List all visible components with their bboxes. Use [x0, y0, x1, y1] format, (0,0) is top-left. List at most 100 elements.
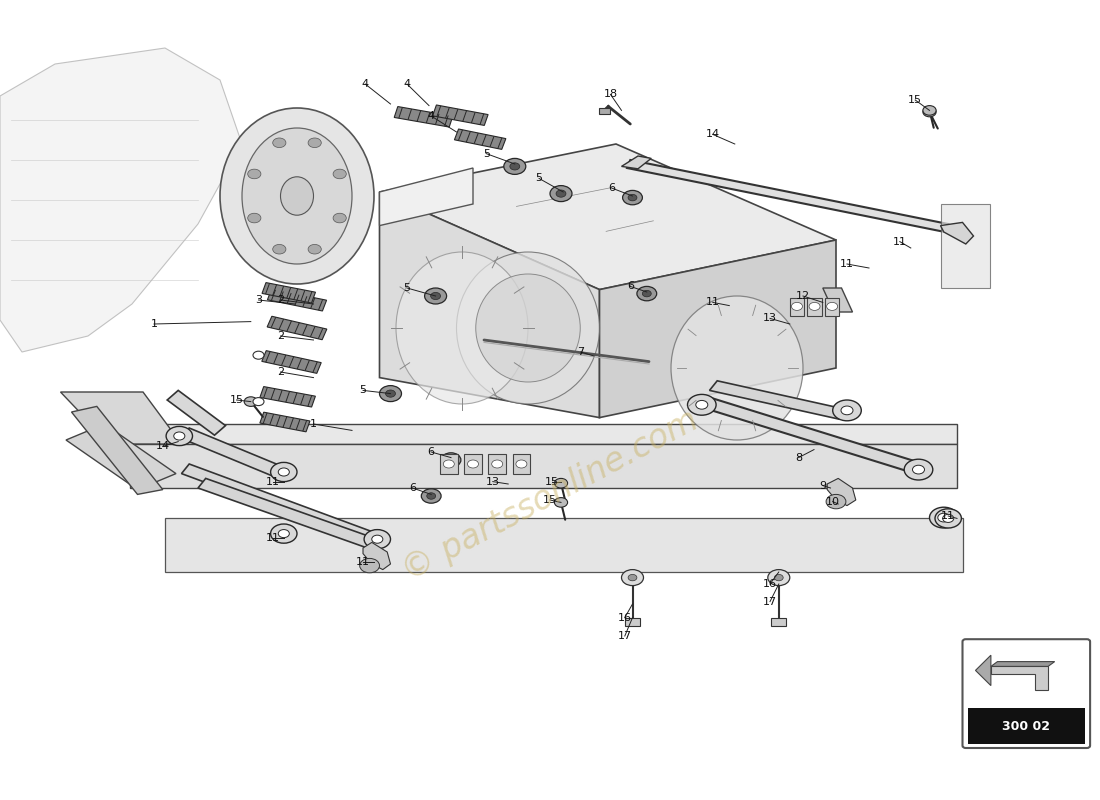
Bar: [968, 706, 1085, 744]
Circle shape: [642, 290, 651, 297]
Text: 11: 11: [266, 477, 279, 486]
Polygon shape: [513, 454, 530, 474]
Circle shape: [468, 460, 478, 468]
Circle shape: [174, 432, 185, 440]
Ellipse shape: [671, 296, 803, 440]
Circle shape: [427, 493, 436, 499]
Circle shape: [791, 302, 802, 310]
Polygon shape: [130, 444, 957, 488]
Text: 6: 6: [428, 447, 435, 457]
Text: 1: 1: [151, 319, 157, 329]
Polygon shape: [260, 386, 316, 407]
Text: 4: 4: [404, 79, 410, 89]
Text: 4: 4: [362, 79, 369, 89]
Polygon shape: [991, 662, 1055, 666]
Circle shape: [923, 107, 936, 117]
Circle shape: [333, 169, 346, 178]
Circle shape: [913, 466, 924, 474]
Polygon shape: [267, 316, 327, 340]
Circle shape: [904, 459, 933, 480]
Text: 1: 1: [310, 419, 317, 429]
Polygon shape: [600, 240, 836, 418]
Text: 5: 5: [483, 149, 490, 158]
Text: 5: 5: [404, 283, 410, 293]
Polygon shape: [60, 392, 182, 444]
Text: 11: 11: [706, 298, 719, 307]
Polygon shape: [66, 424, 176, 490]
Text: 12: 12: [796, 291, 810, 301]
Text: 11: 11: [840, 259, 854, 269]
Bar: [771, 618, 786, 626]
Circle shape: [308, 245, 321, 254]
Circle shape: [621, 570, 643, 586]
Polygon shape: [182, 464, 380, 544]
Text: 2: 2: [277, 331, 284, 341]
Circle shape: [308, 138, 321, 147]
Circle shape: [271, 524, 297, 543]
Circle shape: [248, 214, 261, 223]
Circle shape: [244, 397, 257, 406]
Polygon shape: [130, 424, 957, 444]
Circle shape: [248, 169, 261, 178]
Text: 16: 16: [763, 579, 777, 589]
Circle shape: [253, 351, 264, 359]
Circle shape: [938, 514, 949, 522]
Ellipse shape: [220, 108, 374, 284]
Text: 11: 11: [266, 533, 279, 542]
Circle shape: [271, 462, 297, 482]
Text: 13: 13: [486, 477, 499, 486]
Circle shape: [774, 574, 783, 581]
Circle shape: [550, 186, 572, 202]
Circle shape: [447, 457, 455, 463]
Polygon shape: [262, 282, 316, 303]
Circle shape: [333, 214, 346, 223]
Circle shape: [510, 162, 520, 170]
Polygon shape: [0, 48, 242, 352]
Circle shape: [516, 460, 527, 468]
Circle shape: [930, 507, 958, 528]
Text: 6: 6: [608, 183, 615, 193]
FancyBboxPatch shape: [962, 639, 1090, 748]
Text: 15: 15: [230, 395, 243, 405]
Polygon shape: [710, 381, 847, 419]
Circle shape: [364, 530, 390, 549]
Polygon shape: [363, 542, 390, 570]
Circle shape: [421, 489, 441, 503]
Text: 4: 4: [428, 111, 435, 121]
Polygon shape: [182, 428, 286, 478]
Polygon shape: [488, 454, 506, 474]
Circle shape: [628, 194, 637, 201]
Text: 14: 14: [156, 442, 169, 451]
Circle shape: [637, 286, 657, 301]
Circle shape: [556, 190, 566, 198]
Text: 18: 18: [604, 90, 617, 99]
Ellipse shape: [456, 252, 600, 404]
Circle shape: [360, 558, 379, 573]
Polygon shape: [379, 168, 473, 226]
Circle shape: [278, 468, 289, 476]
Polygon shape: [440, 454, 458, 474]
Polygon shape: [432, 105, 488, 126]
Circle shape: [842, 406, 852, 414]
Text: 11: 11: [893, 237, 906, 246]
Text: 13: 13: [763, 314, 777, 323]
Text: © partssonline.com: © partssonline.com: [396, 404, 704, 588]
Circle shape: [923, 106, 936, 115]
Text: 16: 16: [618, 613, 631, 622]
Circle shape: [688, 394, 716, 415]
Circle shape: [273, 138, 286, 147]
Polygon shape: [262, 350, 321, 374]
Text: 15: 15: [909, 95, 922, 105]
Polygon shape: [379, 192, 600, 418]
Text: 2: 2: [277, 367, 284, 377]
Circle shape: [554, 478, 568, 488]
Text: 17: 17: [763, 597, 777, 606]
Polygon shape: [379, 144, 836, 290]
Text: 6: 6: [627, 282, 634, 291]
Text: 11: 11: [942, 511, 955, 521]
Polygon shape: [165, 518, 962, 572]
Text: 15: 15: [543, 495, 557, 505]
Circle shape: [431, 292, 440, 300]
Text: 300 02: 300 02: [1002, 720, 1050, 734]
Polygon shape: [823, 288, 852, 312]
